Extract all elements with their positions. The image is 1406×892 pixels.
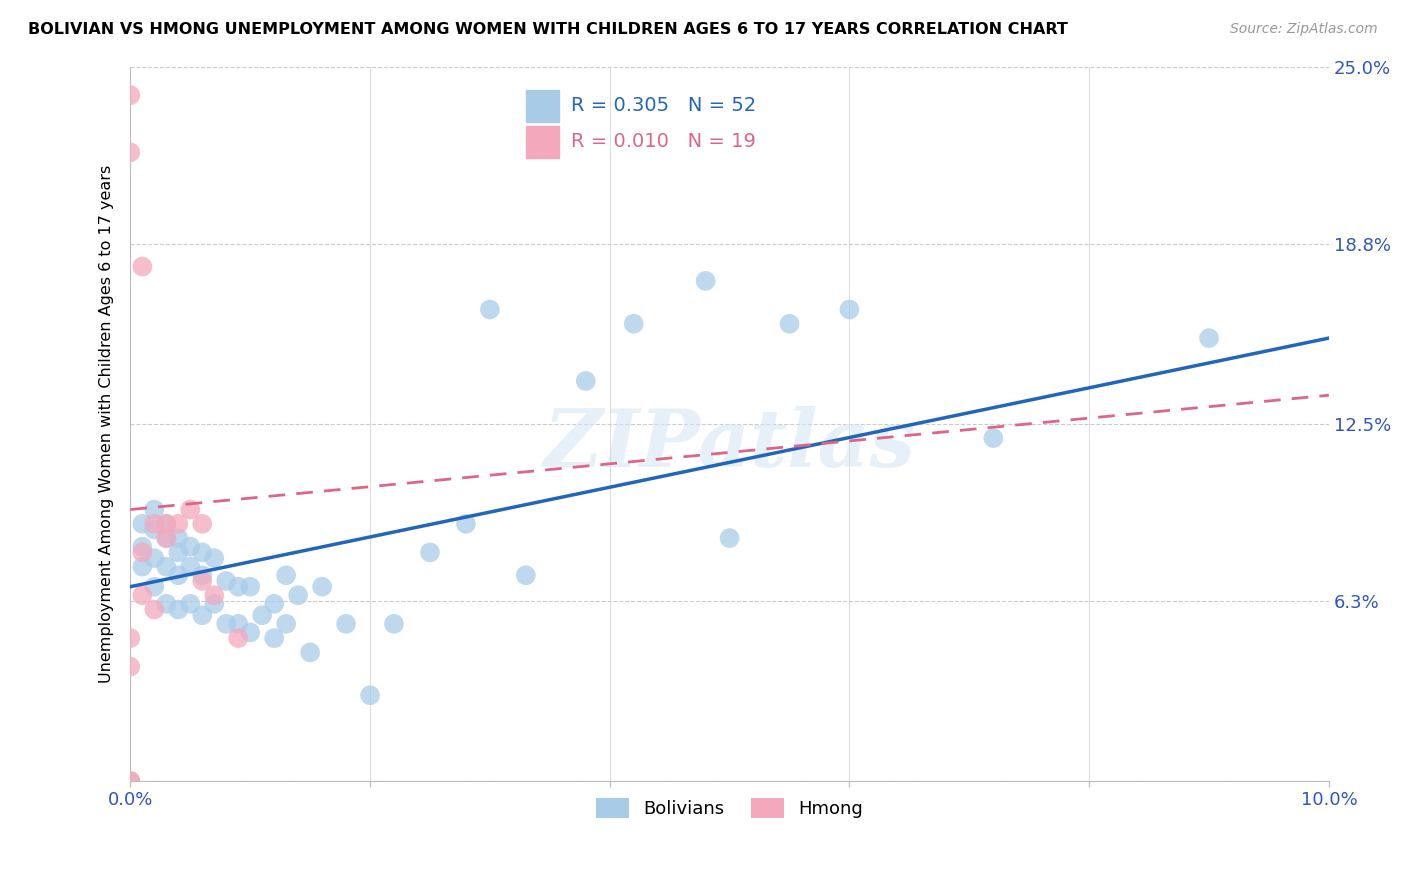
- Bar: [526, 126, 560, 158]
- Point: [276, 616, 298, 631]
- Point: [263, 631, 285, 645]
- Point: [191, 568, 214, 582]
- Point: [131, 588, 153, 602]
- Point: [718, 531, 741, 545]
- Point: [191, 574, 214, 588]
- Point: [335, 616, 357, 631]
- Point: [419, 545, 441, 559]
- Text: R = 0.010   N = 19: R = 0.010 N = 19: [571, 132, 756, 151]
- Point: [239, 625, 262, 640]
- Point: [143, 523, 166, 537]
- Text: BOLIVIAN VS HMONG UNEMPLOYMENT AMONG WOMEN WITH CHILDREN AGES 6 TO 17 YEARS CORR: BOLIVIAN VS HMONG UNEMPLOYMENT AMONG WOM…: [28, 22, 1069, 37]
- Point: [239, 580, 262, 594]
- Point: [276, 568, 298, 582]
- Point: [120, 659, 142, 673]
- Point: [120, 631, 142, 645]
- Point: [155, 516, 177, 531]
- Point: [143, 502, 166, 516]
- Point: [131, 559, 153, 574]
- Point: [120, 774, 142, 789]
- Point: [120, 88, 142, 103]
- Point: [454, 516, 477, 531]
- Point: [263, 597, 285, 611]
- Point: [179, 597, 201, 611]
- Point: [838, 302, 860, 317]
- Point: [191, 608, 214, 623]
- Point: [131, 545, 153, 559]
- Point: [215, 574, 238, 588]
- Point: [226, 580, 249, 594]
- Point: [382, 616, 405, 631]
- Point: [179, 559, 201, 574]
- Point: [155, 559, 177, 574]
- Point: [311, 580, 333, 594]
- Point: [202, 597, 225, 611]
- Point: [143, 602, 166, 616]
- Point: [155, 531, 177, 545]
- Point: [779, 317, 801, 331]
- Point: [226, 631, 249, 645]
- Point: [226, 616, 249, 631]
- Point: [167, 545, 190, 559]
- Point: [167, 568, 190, 582]
- Point: [131, 540, 153, 554]
- Point: [131, 516, 153, 531]
- Text: ZIPatlas: ZIPatlas: [544, 407, 915, 484]
- Point: [155, 516, 177, 531]
- Point: [250, 608, 273, 623]
- Point: [143, 516, 166, 531]
- Point: [202, 588, 225, 602]
- Point: [167, 602, 190, 616]
- Legend: Bolivians, Hmong: Bolivians, Hmong: [589, 791, 870, 826]
- Point: [155, 597, 177, 611]
- Text: R = 0.305   N = 52: R = 0.305 N = 52: [571, 96, 756, 115]
- Point: [143, 551, 166, 566]
- Point: [202, 551, 225, 566]
- Point: [515, 568, 537, 582]
- Point: [1198, 331, 1220, 345]
- Point: [179, 502, 201, 516]
- Point: [131, 260, 153, 274]
- Point: [478, 302, 501, 317]
- Bar: [526, 90, 560, 122]
- Point: [191, 516, 214, 531]
- Point: [143, 580, 166, 594]
- Point: [155, 531, 177, 545]
- Point: [167, 516, 190, 531]
- Text: Source: ZipAtlas.com: Source: ZipAtlas.com: [1230, 22, 1378, 37]
- Point: [179, 540, 201, 554]
- Point: [120, 145, 142, 160]
- Point: [623, 317, 645, 331]
- Y-axis label: Unemployment Among Women with Children Ages 6 to 17 years: Unemployment Among Women with Children A…: [100, 165, 114, 683]
- Point: [215, 616, 238, 631]
- Point: [981, 431, 1004, 445]
- Point: [575, 374, 598, 388]
- Point: [191, 545, 214, 559]
- Point: [167, 531, 190, 545]
- Point: [287, 588, 309, 602]
- Point: [695, 274, 717, 288]
- Point: [120, 774, 142, 789]
- Point: [359, 688, 381, 702]
- Point: [299, 645, 322, 659]
